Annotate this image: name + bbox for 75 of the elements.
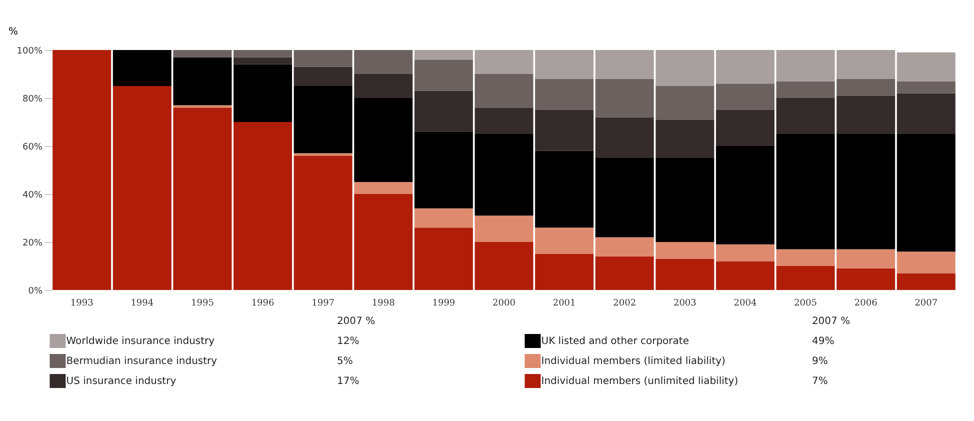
bar xyxy=(896,252,956,274)
x-tick-label: 2002 xyxy=(613,298,636,308)
y-tick-label: 80% xyxy=(22,94,43,104)
bar xyxy=(414,228,473,290)
bar xyxy=(896,81,956,94)
bar xyxy=(716,261,774,290)
x-tick-label: 2006 xyxy=(854,298,878,308)
x-tick-label: 2004 xyxy=(734,298,757,308)
text: 9% xyxy=(812,356,828,367)
bar xyxy=(896,52,956,82)
y-tick-label: 20% xyxy=(22,238,43,248)
x-tick-label: 1993 xyxy=(70,298,94,308)
bar xyxy=(716,84,774,110)
y-tick-label: 60% xyxy=(22,142,43,152)
bar xyxy=(173,105,232,108)
bar xyxy=(474,134,534,216)
legend-label: Individual members (unlimited liability) xyxy=(541,376,738,387)
legend-label: US insurance industry xyxy=(66,376,176,387)
bar xyxy=(474,50,534,74)
bar xyxy=(52,50,112,290)
x-tick-label: 2000 xyxy=(492,298,516,308)
bar xyxy=(716,50,774,84)
y-tick-label: 0% xyxy=(28,286,43,296)
legend-label: Worldwide insurance industry xyxy=(66,336,215,347)
x-tick-label: 2005 xyxy=(794,298,818,308)
y-tick-label: 100% xyxy=(16,46,43,56)
x-tick-label: 1996 xyxy=(251,298,274,308)
bar xyxy=(414,132,473,208)
text: 49% xyxy=(812,336,834,347)
bar xyxy=(535,78,594,110)
legend-title: 2007 % xyxy=(812,316,850,327)
text: 12% xyxy=(337,336,360,347)
bar xyxy=(716,110,774,146)
x-tick-label: 2007 xyxy=(914,298,938,308)
x-tick-label: 1997 xyxy=(312,298,335,308)
bar xyxy=(535,228,594,254)
bar xyxy=(474,242,534,290)
bar xyxy=(234,50,292,58)
bar xyxy=(294,153,352,156)
x-tick-label: 2003 xyxy=(673,298,697,308)
y-axis-title: % xyxy=(8,26,18,38)
legend-label: UK listed and other corporate xyxy=(541,336,689,347)
bar xyxy=(474,74,534,108)
x-tick-label: 1998 xyxy=(372,298,396,308)
legend-label: Individual members (limited liability) xyxy=(541,356,726,367)
bar xyxy=(896,93,956,134)
y-tick-label: 40% xyxy=(22,190,43,200)
bar xyxy=(414,90,473,132)
bar xyxy=(474,216,534,242)
legend-label: Bermudian insurance industry xyxy=(66,356,218,367)
bar xyxy=(354,182,413,194)
bar xyxy=(535,50,594,79)
x-tick-label: 1999 xyxy=(432,298,456,308)
bar xyxy=(535,254,594,290)
bar xyxy=(414,50,473,60)
x-tick-label: 1994 xyxy=(130,298,154,308)
bar xyxy=(896,134,956,252)
bar xyxy=(234,64,292,122)
text: 2007 % xyxy=(336,316,376,327)
text: 5% xyxy=(337,356,353,367)
bar xyxy=(535,110,594,151)
bar xyxy=(535,150,594,228)
bar xyxy=(173,50,232,58)
bar xyxy=(234,122,292,290)
x-tick-label: 1995 xyxy=(191,298,214,308)
bar xyxy=(474,108,534,134)
bar xyxy=(716,244,774,262)
text: 7% xyxy=(812,376,828,387)
text: 17% xyxy=(337,376,360,387)
bar xyxy=(414,60,473,91)
bar xyxy=(414,208,473,228)
x-tick-label: 2001 xyxy=(552,298,576,308)
bar xyxy=(234,57,292,64)
bar xyxy=(716,146,774,244)
bar xyxy=(896,273,956,290)
